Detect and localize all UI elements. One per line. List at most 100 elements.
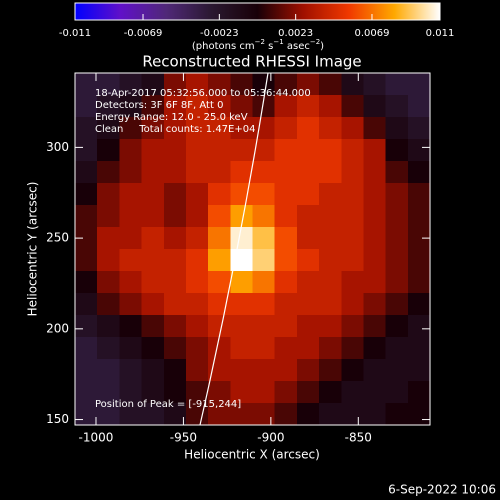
heatmap-cell — [141, 315, 165, 338]
heatmap-cell — [97, 183, 120, 206]
heatmap-cell — [385, 95, 409, 118]
heatmap-cell — [296, 293, 320, 316]
heatmap-cell — [119, 337, 143, 360]
heatmap-cell — [252, 139, 276, 162]
peak-label: Position of Peak = [-915,244] — [95, 399, 241, 410]
heatmap-cell — [208, 381, 231, 404]
heatmap-cell — [274, 117, 298, 140]
heatmap-cell — [208, 139, 231, 162]
heatmap-cell — [141, 73, 165, 96]
heatmap-cell — [230, 337, 253, 360]
heatmap-cell — [230, 293, 253, 316]
colorbar-tick-label: -0.011 — [59, 28, 91, 39]
heatmap-cell — [296, 403, 320, 426]
heatmap-cell — [119, 249, 143, 272]
heatmap-cell — [97, 95, 120, 118]
heatmap-cell — [141, 271, 165, 294]
heatmap-cell — [296, 227, 320, 250]
heatmap-cell — [141, 183, 165, 206]
heatmap-cell — [319, 161, 342, 184]
heatmap-cell — [185, 161, 209, 184]
heatmap-cell — [208, 337, 231, 360]
heatmap-cell — [119, 117, 143, 140]
heatmap-cell — [141, 205, 165, 228]
heatmap-cell — [252, 337, 276, 360]
heatmap-cell — [230, 403, 253, 426]
heatmap-cell — [141, 249, 165, 272]
heatmap-cell — [163, 271, 187, 294]
heatmap-cell — [274, 359, 298, 382]
heatmap-cell — [296, 315, 320, 338]
heatmap-cell — [407, 117, 431, 140]
heatmap-cell — [407, 381, 431, 404]
heatmap-cell — [141, 381, 165, 404]
heatmap-cell — [252, 205, 276, 228]
heatmap-cell — [407, 227, 431, 250]
heatmap-cell — [319, 293, 342, 316]
x-tick-label: -850 — [345, 431, 372, 445]
heatmap-cell — [163, 117, 187, 140]
heatmap-cell — [341, 183, 364, 206]
heatmap-cell — [185, 205, 209, 228]
heatmap-cell — [163, 315, 187, 338]
heatmap-cell — [230, 359, 253, 382]
heatmap-cell — [97, 403, 120, 426]
heatmap-cell — [163, 161, 187, 184]
heatmap-cell — [119, 139, 143, 162]
heatmap-cell — [407, 205, 431, 228]
heatmap-cell — [75, 117, 98, 140]
heatmap-cell — [141, 161, 165, 184]
heatmap-cell — [97, 359, 120, 382]
heatmap-cell — [141, 337, 165, 360]
heatmap-cell — [385, 227, 409, 250]
unit-part: (photons cm — [192, 41, 255, 52]
heatmap-cell — [363, 271, 387, 294]
heatmap-cell — [363, 315, 387, 338]
unit-part: asec — [284, 41, 310, 52]
heatmap-cell — [363, 161, 387, 184]
heatmap-cell — [252, 117, 276, 140]
heatmap-cell — [119, 161, 143, 184]
y-tick-label: 200 — [46, 321, 69, 335]
heatmap-cell — [252, 161, 276, 184]
heatmap-cell — [230, 227, 253, 250]
heatmap-cell — [97, 381, 120, 404]
colorbar-tick-label: 0.0023 — [278, 28, 313, 39]
heatmap-cell — [407, 337, 431, 360]
y-tick-label: 150 — [46, 412, 69, 426]
heatmap-cell — [97, 337, 120, 360]
heatmap-cell — [119, 73, 143, 96]
heatmap-cell — [163, 337, 187, 360]
heatmap-cell — [75, 381, 98, 404]
colorbar — [74, 2, 441, 21]
heatmap-cell — [385, 403, 409, 426]
chart-title: Reconstructed RHESSI Image — [142, 53, 361, 71]
heatmap-cell — [296, 205, 320, 228]
unit-part: −2 — [255, 38, 265, 46]
heatmap-cell — [208, 403, 231, 426]
unit-part: −2 — [310, 38, 320, 46]
heatmap-cell — [185, 249, 209, 272]
heatmap-cell — [141, 227, 165, 250]
heatmap-cell — [185, 117, 209, 140]
heatmap-cell — [252, 381, 276, 404]
heatmap-cell — [274, 337, 298, 360]
heatmap-cell — [296, 359, 320, 382]
heatmap-cell — [208, 315, 231, 338]
heatmap-cell — [252, 403, 276, 426]
heatmap-cell — [407, 139, 431, 162]
solar-limb — [199, 72, 269, 426]
heatmap-cell — [185, 359, 209, 382]
heatmap-cell — [319, 403, 342, 426]
heatmap-cell — [163, 403, 187, 426]
heatmap-cell — [407, 95, 431, 118]
heatmap-cell — [163, 249, 187, 272]
annotation: Detectors: 3F 6F 8F, Att 0 — [95, 100, 223, 111]
heatmap-cell — [185, 315, 209, 338]
heatmap-cell — [230, 271, 253, 294]
heatmap-cell — [385, 183, 409, 206]
y-axis-label: Heliocentric Y (arcsec) — [26, 182, 40, 317]
heatmap-cell — [341, 205, 364, 228]
heatmap-cell — [296, 271, 320, 294]
